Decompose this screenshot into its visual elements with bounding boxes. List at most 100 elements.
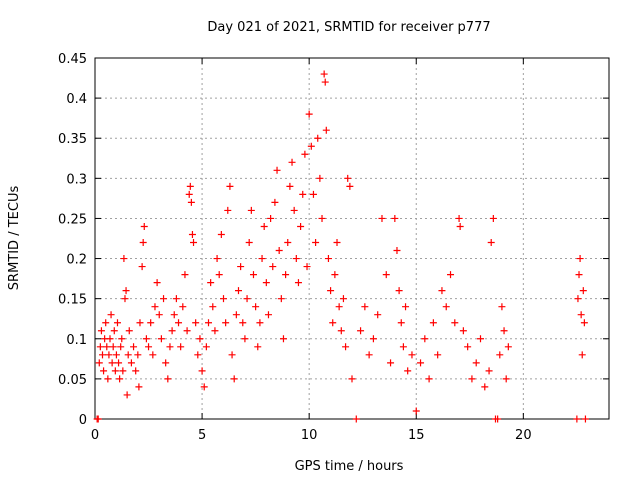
data-point (256, 319, 264, 327)
data-point (187, 198, 195, 206)
data-point (228, 351, 236, 359)
data-point (166, 343, 174, 351)
x-tick-label: 20 (515, 428, 532, 443)
data-point (297, 222, 305, 230)
data-point (105, 351, 113, 359)
data-point (408, 351, 416, 359)
data-point (185, 190, 193, 198)
data-point (576, 255, 584, 263)
data-point (314, 134, 322, 142)
data-point (284, 239, 292, 247)
data-point (102, 319, 110, 327)
data-point (303, 263, 311, 271)
data-point (580, 319, 588, 327)
data-point (329, 319, 337, 327)
data-point (404, 367, 412, 375)
data-point (504, 343, 512, 351)
data-point (397, 319, 405, 327)
data-point (124, 351, 132, 359)
data-point (324, 255, 332, 263)
data-point (217, 230, 225, 238)
data-point (153, 279, 161, 287)
data-point (579, 287, 587, 295)
data-point (94, 415, 102, 423)
data-point (118, 335, 126, 343)
data-point (207, 279, 215, 287)
data-point (120, 255, 128, 263)
data-point (301, 150, 309, 158)
data-point (321, 78, 329, 86)
data-point (190, 239, 198, 247)
data-point (106, 335, 114, 343)
data-point (494, 415, 502, 423)
data-point (346, 182, 354, 190)
data-point (447, 271, 455, 279)
data-point (110, 327, 118, 335)
data-point (95, 359, 103, 367)
data-point (103, 343, 111, 351)
data-point (179, 303, 187, 311)
data-point (177, 343, 185, 351)
data-point (271, 198, 279, 206)
data-point (307, 142, 315, 150)
data-point (117, 343, 125, 351)
data-point (96, 343, 104, 351)
data-point (116, 375, 124, 383)
data-point (299, 190, 307, 198)
data-point (498, 303, 506, 311)
data-point (245, 239, 253, 247)
data-point (186, 182, 194, 190)
y-tick-labels: 0 0.05 0.1 0.15 0.2 0.25 0.3 0.35 0.4 0.45 (58, 52, 87, 428)
data-point (230, 375, 238, 383)
data-point (286, 182, 294, 190)
data-point (339, 295, 347, 303)
data-point (316, 174, 324, 182)
data-point (288, 158, 296, 166)
data-point (442, 303, 450, 311)
y-tick-label: 0.3 (66, 172, 87, 187)
data-point (140, 222, 148, 230)
data-point (320, 70, 328, 78)
data-point (168, 327, 176, 335)
data-point (164, 375, 172, 383)
x-tick-label: 10 (301, 428, 318, 443)
data-point (277, 295, 285, 303)
data-point (378, 214, 386, 222)
data-point (357, 327, 365, 335)
data-point (121, 295, 129, 303)
data-point (147, 319, 155, 327)
data-point (578, 351, 586, 359)
data-point (575, 271, 583, 279)
data-point (175, 319, 183, 327)
data-point (119, 367, 127, 375)
data-point (98, 351, 106, 359)
data-point (485, 367, 493, 375)
data-point (337, 327, 345, 335)
data-point (282, 271, 290, 279)
data-point (438, 287, 446, 295)
data-point (151, 303, 159, 311)
data-point (132, 367, 140, 375)
data-point (194, 351, 202, 359)
data-point (472, 359, 480, 367)
data-point (139, 239, 147, 247)
data-point (222, 319, 230, 327)
data-point (234, 287, 242, 295)
data-point (97, 327, 105, 335)
data-point (574, 295, 582, 303)
data-point (487, 239, 495, 247)
y-tick-label: 0.35 (58, 132, 87, 147)
y-axis-label: SRMTID / TECUs (7, 186, 22, 291)
data-point (382, 271, 390, 279)
data-point (138, 263, 146, 271)
data-point (135, 383, 143, 391)
data-point (224, 206, 232, 214)
data-point (387, 359, 395, 367)
data-point (196, 335, 204, 343)
data-point (200, 383, 208, 391)
data-point (335, 303, 343, 311)
data-point (275, 247, 283, 255)
y-tick-label: 0 (79, 413, 87, 428)
data-point (262, 279, 270, 287)
